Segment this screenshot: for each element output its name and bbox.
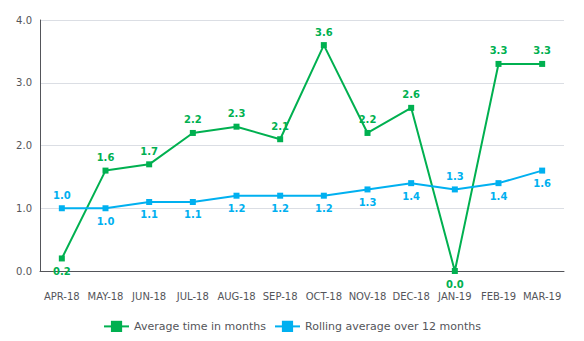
svg-text:1.1: 1.1 [140, 209, 158, 220]
svg-text:AUG-18: AUG-18 [217, 291, 255, 302]
svg-text:1.0: 1.0 [53, 190, 71, 201]
svg-text:0.2: 0.2 [53, 266, 71, 277]
svg-text:0.0: 0.0 [446, 279, 464, 290]
svg-text:2.2: 2.2 [359, 114, 377, 125]
svg-text:1.2: 1.2 [315, 203, 333, 214]
svg-text:JAN-19: JAN-19 [437, 291, 471, 302]
svg-text:JUN-18: JUN-18 [131, 291, 166, 302]
svg-text:Rolling average over 12 months: Rolling average over 12 months [305, 320, 481, 333]
svg-text:1.2: 1.2 [271, 203, 289, 214]
svg-text:MAR-19: MAR-19 [523, 291, 561, 302]
svg-text:1.1: 1.1 [184, 209, 202, 220]
svg-text:FEB-19: FEB-19 [481, 291, 516, 302]
svg-text:NOV-18: NOV-18 [349, 291, 387, 302]
svg-text:0.0: 0.0 [16, 266, 32, 277]
svg-text:1.6: 1.6 [97, 152, 115, 163]
svg-text:OCT-18: OCT-18 [306, 291, 342, 302]
svg-text:1.7: 1.7 [140, 146, 158, 157]
svg-text:Average time in months: Average time in months [134, 320, 266, 333]
svg-text:MAY-18: MAY-18 [88, 291, 124, 302]
svg-text:4.0: 4.0 [16, 15, 32, 26]
svg-text:JUL-18: JUL-18 [176, 291, 209, 302]
svg-text:1.2: 1.2 [228, 203, 246, 214]
svg-text:3.3: 3.3 [490, 45, 508, 56]
svg-text:3.0: 3.0 [16, 77, 32, 88]
svg-text:2.0: 2.0 [16, 140, 32, 151]
svg-text:1.4: 1.4 [402, 191, 420, 202]
svg-text:2.3: 2.3 [228, 108, 246, 119]
svg-text:1.0: 1.0 [16, 203, 32, 214]
svg-text:3.6: 3.6 [315, 27, 333, 38]
svg-text:APR-18: APR-18 [44, 291, 80, 302]
svg-text:DEC-18: DEC-18 [392, 291, 429, 302]
svg-text:1.3: 1.3 [359, 197, 377, 208]
svg-text:3.3: 3.3 [533, 45, 551, 56]
svg-text:2.6: 2.6 [402, 89, 420, 100]
svg-text:1.4: 1.4 [490, 191, 508, 202]
svg-text:1.6: 1.6 [533, 178, 551, 189]
svg-text:2.1: 2.1 [271, 121, 289, 132]
svg-text:SEP-18: SEP-18 [263, 291, 298, 302]
svg-text:1.0: 1.0 [97, 216, 115, 227]
svg-text:1.3: 1.3 [446, 171, 464, 182]
svg-text:2.2: 2.2 [184, 114, 202, 125]
